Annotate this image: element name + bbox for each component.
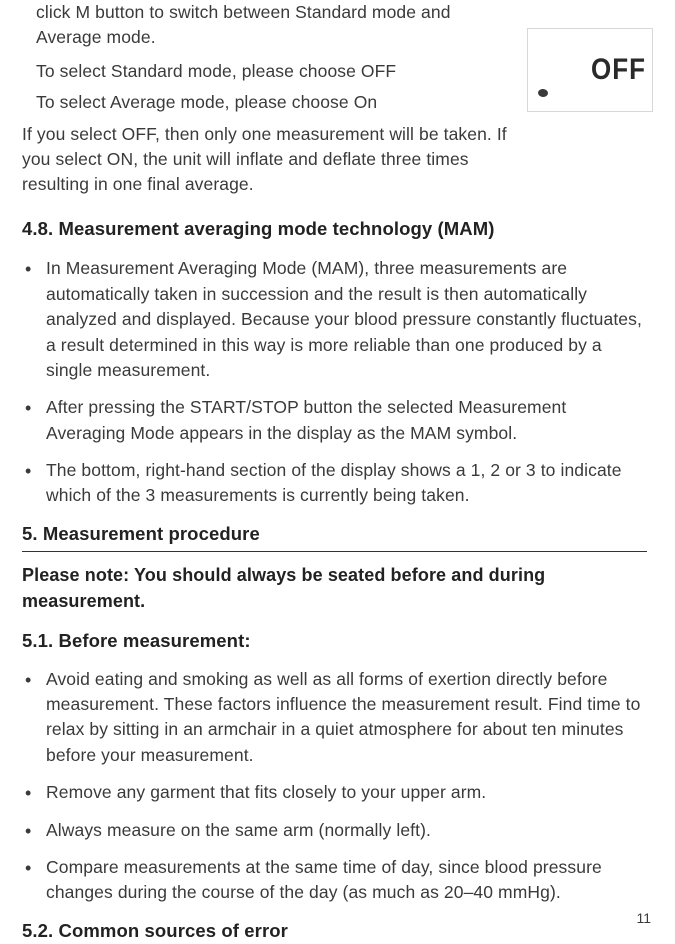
heading-5: 5. Measurement procedure	[22, 521, 647, 552]
intro-text-3: To select Average mode, please choose On	[22, 90, 512, 115]
lcd-dot-icon	[538, 89, 549, 98]
bullet-item: Always measure on the same arm (normally…	[22, 818, 647, 843]
page-number: 11	[636, 910, 651, 926]
bullet-item: After pressing the START/STOP button the…	[22, 395, 647, 446]
bullets-5-1: Avoid eating and smoking as well as all …	[22, 667, 647, 906]
heading-5-1: 5.1. Before measurement:	[22, 628, 647, 655]
bullets-4-8: In Measurement Averaging Mode (MAM), thr…	[22, 256, 647, 508]
bullet-item: Remove any garment that fits closely to …	[22, 780, 647, 805]
intro-text-2: To select Standard mode, please choose O…	[22, 59, 512, 84]
bullet-item: The bottom, right-hand section of the di…	[22, 458, 647, 509]
lcd-display-text: OFF	[591, 48, 646, 91]
note-text: Please note: You should always be seated…	[22, 562, 647, 614]
lcd-display-box: OFF	[527, 28, 653, 112]
bullet-item: Compare measurements at the same time of…	[22, 855, 647, 906]
page-content: OFF click M button to switch between Sta…	[22, 0, 647, 944]
heading-4-8: 4.8. Measurement averaging mode technolo…	[22, 216, 647, 243]
intro-text-4: If you select OFF, then only one measure…	[22, 122, 522, 198]
bullet-item: Avoid eating and smoking as well as all …	[22, 667, 647, 769]
bullet-item: In Measurement Averaging Mode (MAM), thr…	[22, 256, 647, 383]
top-block: OFF click M button to switch between Sta…	[22, 0, 647, 198]
heading-5-2: 5.2. Common sources of error	[22, 918, 647, 944]
intro-text-1: click M button to switch between Standar…	[22, 0, 512, 51]
